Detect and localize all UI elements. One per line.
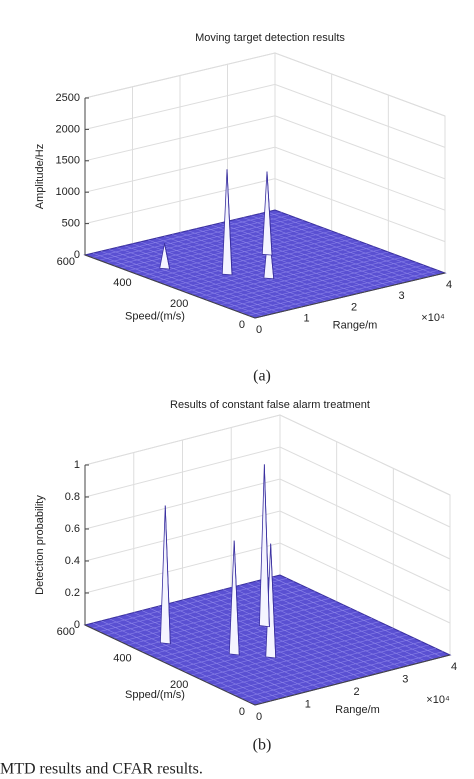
z-axis-label: Amplitude/Hz bbox=[34, 144, 46, 209]
y-tick-label: 400 bbox=[113, 277, 131, 289]
chart-title: Results of constant false alarm treatmen… bbox=[170, 399, 370, 411]
mesh-line bbox=[263, 578, 434, 660]
mesh-line bbox=[92, 212, 283, 258]
mesh-line bbox=[271, 576, 443, 658]
peak-side bbox=[263, 464, 270, 627]
axis-line bbox=[84, 254, 446, 319]
y-tick-label: 200 bbox=[170, 298, 188, 310]
x-axis-label: Range/m bbox=[335, 704, 380, 716]
peak-side bbox=[266, 171, 273, 256]
y-tick-label: 0 bbox=[239, 319, 245, 331]
mesh-line bbox=[113, 220, 304, 266]
x-tick-label: 1 bbox=[303, 313, 309, 325]
z-tick-label: 1500 bbox=[56, 155, 80, 167]
caption: MTD results and CFAR results. bbox=[0, 761, 203, 778]
z-axis-label: Detection probability bbox=[34, 495, 46, 595]
x-tick-label: 2 bbox=[353, 686, 359, 698]
chart-title: Moving target detection results bbox=[195, 32, 345, 44]
z-tick-label: 0.6 bbox=[65, 523, 80, 535]
x-tick-label: 1 bbox=[305, 698, 311, 710]
panel-label: (a) bbox=[253, 368, 271, 385]
mesh-line bbox=[99, 214, 290, 261]
z-tick-label: 0 bbox=[74, 249, 80, 261]
x-tick-label: 3 bbox=[398, 290, 404, 302]
y-tick-label: 200 bbox=[170, 679, 188, 691]
z-tick-label: 0.2 bbox=[65, 587, 80, 599]
mesh-line bbox=[259, 213, 430, 278]
mesh-line bbox=[92, 578, 288, 629]
y-tick-label: 0 bbox=[239, 706, 245, 718]
z-tick-label: 1000 bbox=[56, 186, 80, 198]
z-tick-label: 2500 bbox=[56, 92, 80, 104]
peak-side bbox=[270, 543, 277, 659]
x-axis-label: Range/m bbox=[333, 319, 378, 331]
peak-side bbox=[164, 243, 170, 270]
y-tick-label: 600 bbox=[57, 626, 75, 638]
peak-side bbox=[164, 505, 171, 644]
z-tick-label: 2000 bbox=[56, 123, 80, 135]
y-axis-label: Spped/(m/s) bbox=[125, 689, 185, 701]
axis-line bbox=[84, 624, 451, 706]
peak-side bbox=[226, 169, 233, 275]
z-tick-label: 1 bbox=[74, 459, 80, 471]
y-axis-label: Speed/(m/s) bbox=[125, 310, 185, 322]
x-exponent: ×10⁴ bbox=[426, 694, 450, 706]
mesh-line bbox=[255, 580, 426, 662]
y-tick-label: 600 bbox=[57, 256, 75, 268]
x-tick-label: 2 bbox=[351, 301, 357, 313]
x-tick-label: 0 bbox=[256, 711, 262, 723]
x-tick-label: 3 bbox=[402, 673, 408, 685]
z-tick-label: 500 bbox=[62, 218, 80, 230]
peak-side bbox=[233, 540, 240, 656]
mesh-line bbox=[113, 588, 309, 639]
x-tick-label: 0 bbox=[256, 324, 262, 336]
panel-label: (b) bbox=[253, 737, 272, 754]
z-tick-label: 0.4 bbox=[65, 555, 80, 567]
x-exponent: ×10⁴ bbox=[421, 312, 445, 324]
x-tick-label: 4 bbox=[451, 661, 457, 673]
mesh-line bbox=[251, 215, 422, 279]
mesh-line bbox=[266, 211, 438, 276]
y-tick-label: 400 bbox=[113, 653, 131, 665]
z-tick-label: 0.8 bbox=[65, 491, 80, 503]
z-tick-label: 0 bbox=[74, 619, 80, 631]
x-tick-label: 4 bbox=[446, 279, 452, 291]
